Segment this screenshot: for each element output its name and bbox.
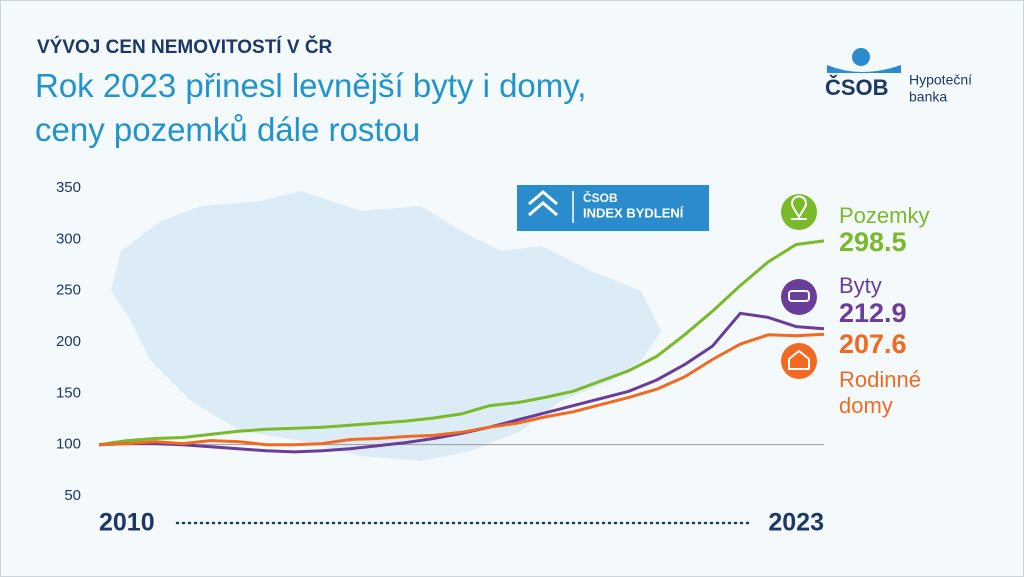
icon	[781, 279, 817, 315]
badge: ČSOB INDEX BYDLENÍ	[517, 185, 709, 231]
logo-text: Hypoteční	[909, 72, 972, 88]
logo-text: banka	[909, 89, 947, 105]
x-tick-label: 2023	[768, 509, 824, 537]
x-tick-label: 2010	[99, 509, 155, 537]
legend-name: Byty	[839, 273, 882, 298]
end-value: 207.6	[839, 329, 907, 359]
title: Rok 2023 přinesl levnější byty i domy,	[35, 67, 587, 104]
end-value: 298.5	[839, 227, 907, 257]
legend-name: Rodinné domy	[839, 367, 921, 418]
end-value: 212.9	[839, 298, 907, 328]
y-tick-label: 50	[64, 487, 81, 504]
series-line	[98, 332, 825, 447]
y-tick-label: 150	[56, 384, 81, 401]
y-tick-label: 350	[56, 179, 81, 196]
icon	[781, 343, 817, 379]
kicker: VÝVOJ CEN NEMOVITOSTÍ V ČR	[37, 37, 333, 58]
title: ceny pozemků dále rostou	[35, 111, 421, 148]
legend-name: Pozemky	[839, 203, 930, 228]
y-tick-label: 200	[56, 333, 81, 350]
badge-name: INDEX BYDLENÍ	[583, 205, 684, 220]
y-tick-label: 300	[56, 230, 81, 247]
badge-brand: ČSOB	[583, 190, 618, 205]
logo: ČSOB Hypoteční banka	[825, 48, 972, 105]
map-background	[111, 191, 661, 461]
icon	[781, 194, 817, 230]
y-tick-label: 100	[56, 436, 81, 453]
y-tick-label: 250	[56, 282, 81, 299]
logo-brand: ČSOB	[825, 75, 889, 100]
series-line	[98, 239, 825, 447]
